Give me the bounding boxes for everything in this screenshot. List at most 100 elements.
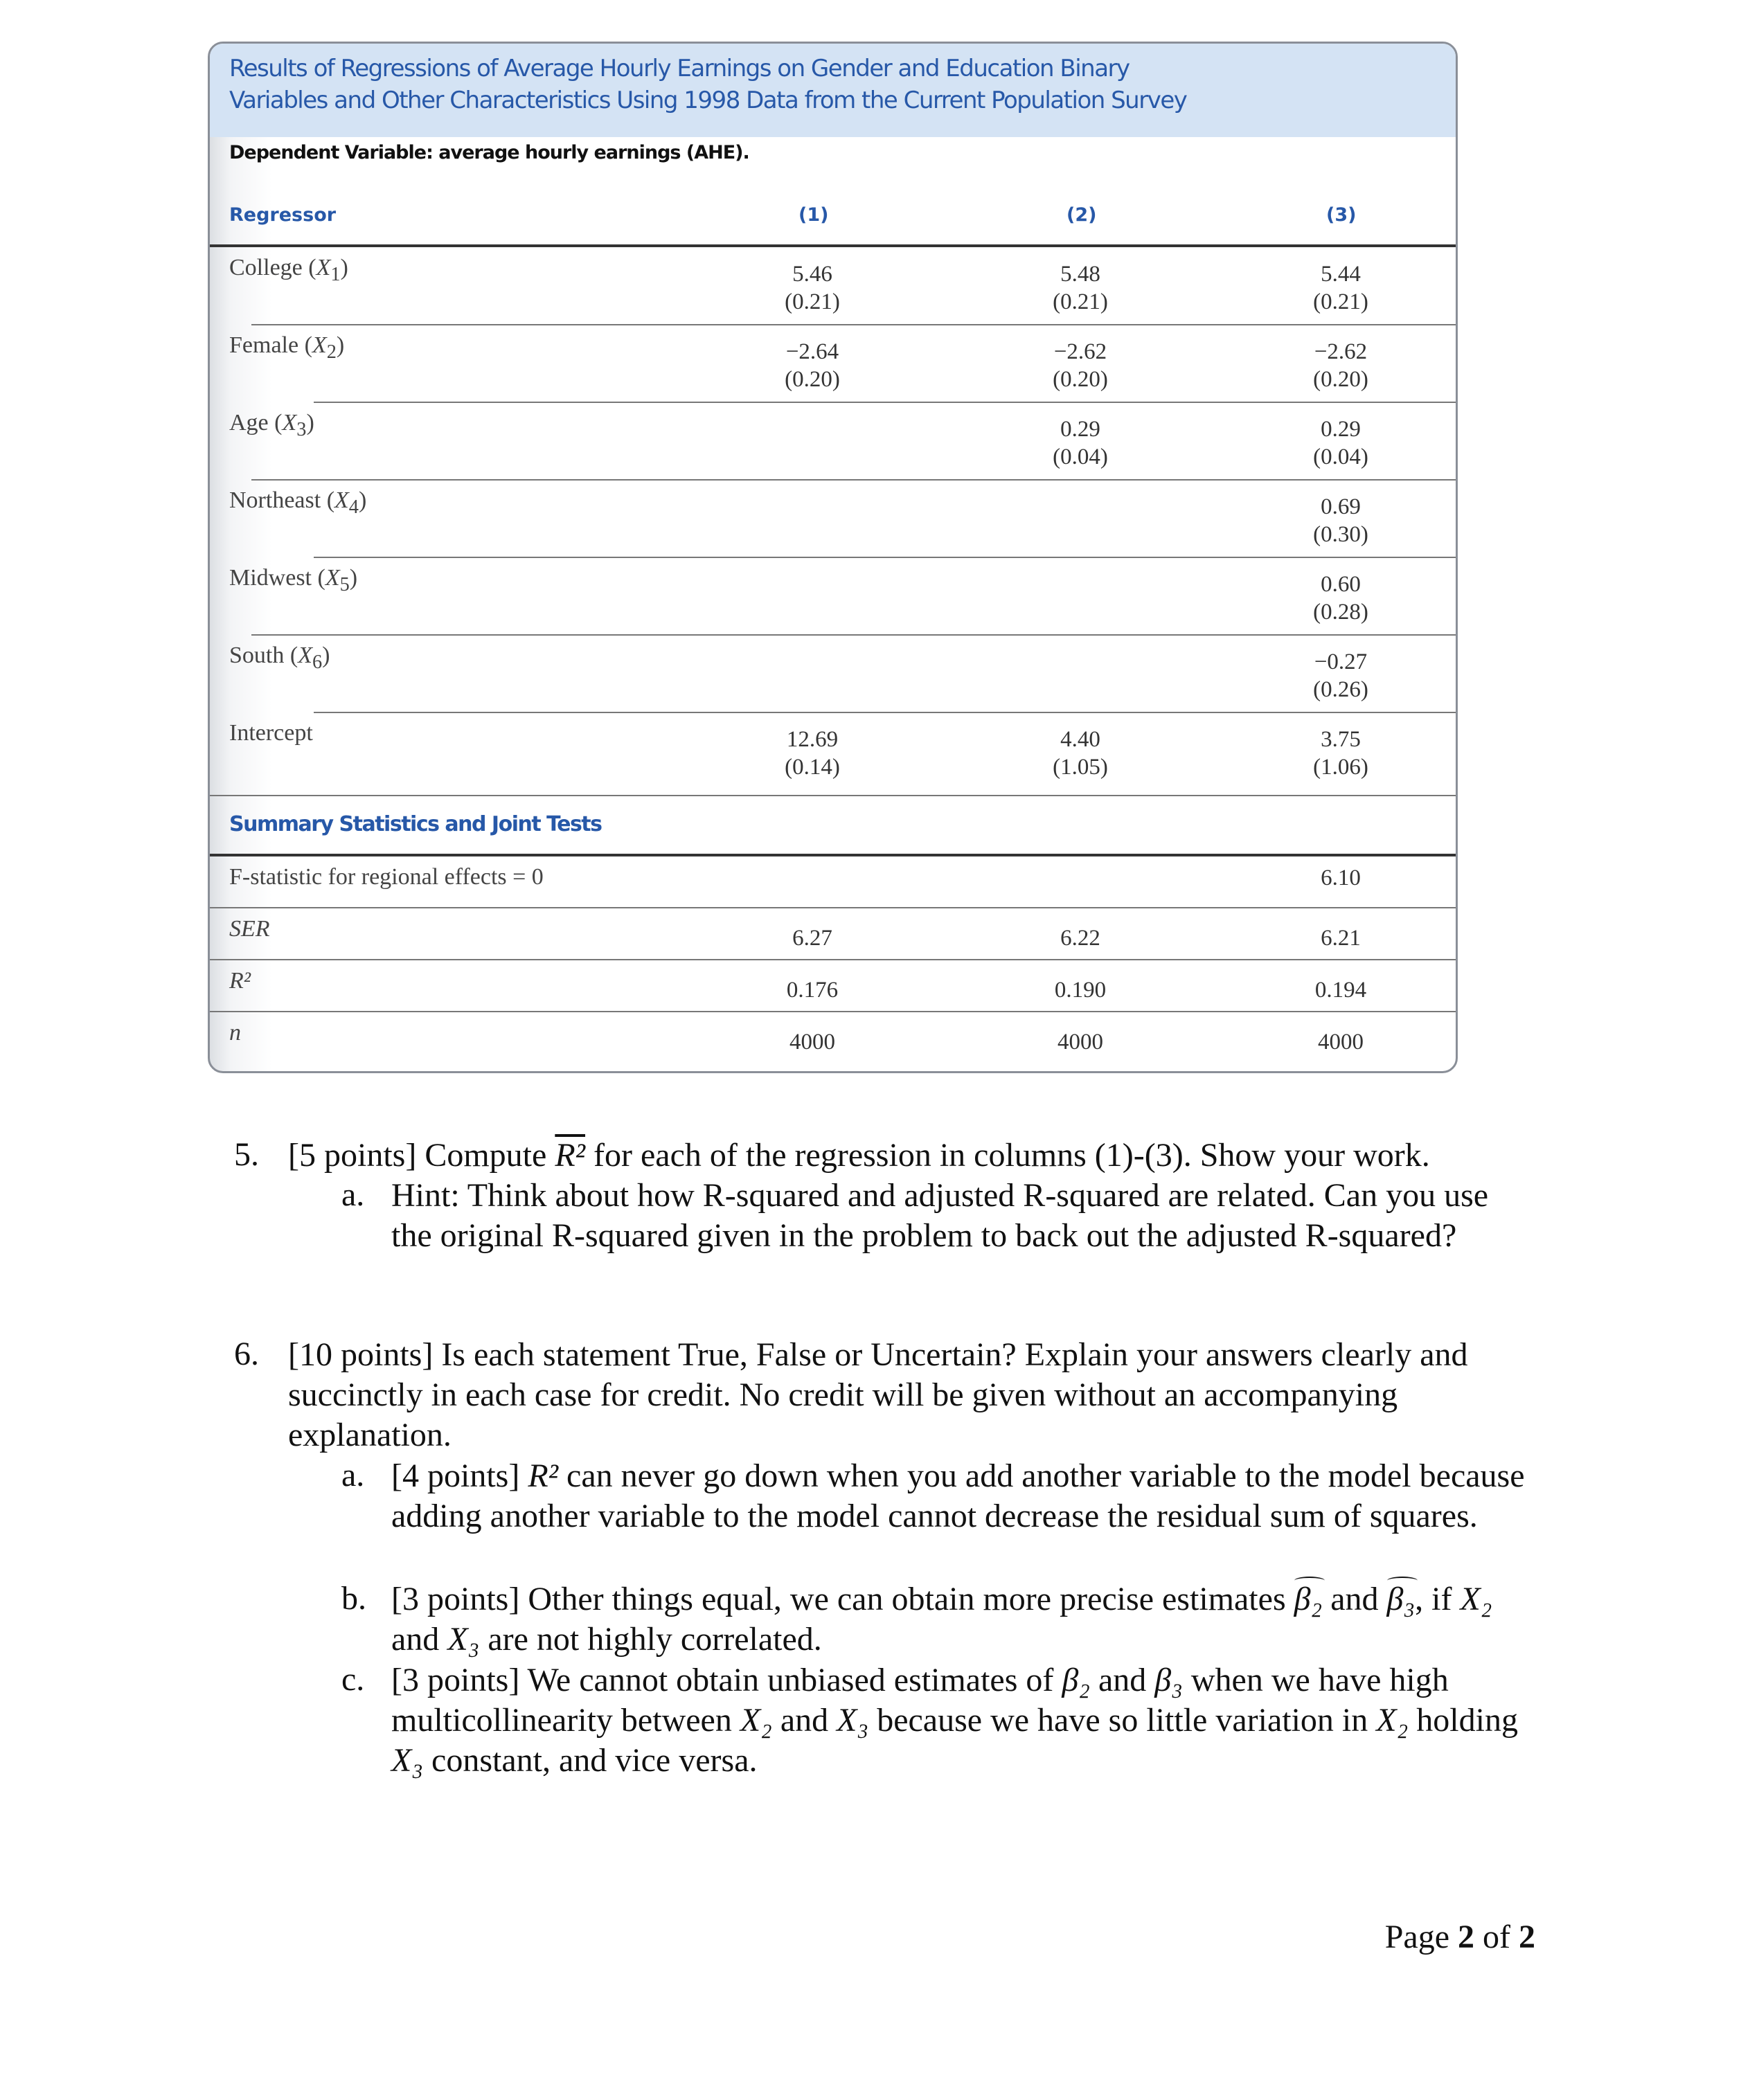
standard-error: (0.20) <box>1053 367 1108 392</box>
summary-rule <box>210 854 1456 856</box>
summary-value: 4000 <box>1318 1030 1364 1055</box>
coef-cell: −2.62 (0.20) <box>1011 338 1150 393</box>
q5a-text: Hint: Think about how R-squared and adju… <box>391 1177 1489 1254</box>
q6c-part: [3 points] We cannot obtain unbiased est… <box>391 1662 1062 1698</box>
row-label: Intercept <box>229 720 313 746</box>
page-of: of <box>1474 1919 1519 1955</box>
q6b-part: , if <box>1415 1581 1461 1617</box>
coefficient: 5.48 <box>1060 262 1100 287</box>
coefficient: 12.69 <box>786 727 839 752</box>
q6c-part: and <box>771 1702 837 1739</box>
row-var-sub: 3 <box>296 418 307 440</box>
standard-error: (0.04) <box>1053 445 1108 469</box>
standard-error: (0.21) <box>785 289 840 314</box>
summary-label: SER <box>229 916 270 942</box>
coef-cell: 0.69 (0.30) <box>1271 493 1410 548</box>
standard-error: (0.20) <box>1313 367 1368 392</box>
x3-math: X₃ <box>837 1702 869 1739</box>
summary-value: 0.190 <box>1054 978 1107 1003</box>
header-col3: (3) <box>1326 204 1357 226</box>
coefficient: 0.69 <box>1321 494 1361 519</box>
q5-text: [5 points] Compute R² for each of the re… <box>288 1136 1535 1176</box>
summary-value: 6.10 <box>1321 865 1361 890</box>
beta3-hat-math: β₃ <box>1386 1577 1418 1619</box>
summary-label: F-statistic for regional effects = 0 <box>229 864 544 890</box>
row-label-text: Intercept <box>229 720 313 746</box>
q5-text-a: [5 points] Compute <box>288 1137 555 1174</box>
q6c-part: because we have so little variation in <box>868 1702 1377 1739</box>
standard-error: (0.04) <box>1313 445 1368 469</box>
x2-math: X₂ <box>1376 1702 1409 1739</box>
row-divider <box>251 324 1456 325</box>
header-rule <box>210 244 1456 247</box>
standard-error: (1.05) <box>1053 755 1108 780</box>
q6b-text: [3 points] Other things equal, we can ob… <box>391 1577 1534 1660</box>
standard-error: (0.20) <box>785 367 840 392</box>
q6a-part: can never go down when you add another v… <box>391 1457 1525 1534</box>
row-divider <box>210 1011 1456 1012</box>
total-pages: 2 <box>1519 1919 1535 1955</box>
row-divider <box>210 795 1456 796</box>
summary-value: 0.194 <box>1314 978 1367 1003</box>
row-var-sub: 4 <box>348 496 359 518</box>
row-label-text: South <box>229 643 285 668</box>
row-label: College (X1) <box>229 255 348 285</box>
q6-number: 6. <box>234 1336 259 1372</box>
standard-error: (0.28) <box>1313 600 1368 625</box>
dependent-variable: Dependent Variable: average hourly earni… <box>229 142 750 163</box>
row-var-sub: 2 <box>326 341 337 363</box>
coefficient: −2.62 <box>1314 339 1368 364</box>
summary-title: Summary Statistics and Joint Tests <box>229 812 602 836</box>
q6c-part: holding <box>1408 1702 1518 1739</box>
coefficient: 0.29 <box>1060 417 1100 442</box>
summary-value: 6.27 <box>792 926 832 951</box>
q5a-letter: a. <box>341 1176 365 1213</box>
row-divider <box>251 479 1456 481</box>
table-title-band <box>210 44 1456 137</box>
q5-text-b: for each of the regression in columns (1… <box>585 1137 1430 1174</box>
q6b-part: and <box>1322 1581 1387 1617</box>
x2-math: X₂ <box>1460 1581 1492 1617</box>
row-label: South (X6) <box>229 643 330 673</box>
row-label: Northeast (X4) <box>229 487 367 518</box>
row-divider <box>314 557 1456 558</box>
x2-math: X₂ <box>740 1702 772 1739</box>
coef-cell: −2.64 (0.20) <box>743 338 882 393</box>
q6b-part: [3 points] Other things equal, we can ob… <box>391 1581 1294 1617</box>
row-var-sub: 1 <box>330 263 341 285</box>
page-number: Page 2 of 2 <box>1385 1918 1535 1956</box>
summary-value: 6.21 <box>1321 926 1361 951</box>
coef-cell: 5.48 (0.21) <box>1011 260 1150 316</box>
beta2-hat-math: β₂ <box>1294 1577 1325 1619</box>
q6b-part: are not highly correlated. <box>479 1621 822 1658</box>
q6c-part: constant, and vice versa. <box>423 1742 758 1779</box>
row-label-text: Age <box>229 410 269 436</box>
row-var-sub: 5 <box>339 573 350 595</box>
coef-cell: 5.46 (0.21) <box>743 260 882 316</box>
q6-text: [10 points] Is each statement True, Fals… <box>288 1336 1468 1453</box>
summary-value: 4000 <box>1057 1030 1103 1055</box>
table-title-line1: Results of Regressions of Average Hourly… <box>229 55 1130 82</box>
coefficient: −0.27 <box>1314 649 1368 674</box>
row-label-text: Midwest <box>229 565 312 591</box>
coef-cell: 0.29 (0.04) <box>1011 415 1150 471</box>
coefficient: 0.60 <box>1321 572 1361 597</box>
coef-cell: 0.60 (0.28) <box>1271 571 1410 626</box>
standard-error: (0.14) <box>785 755 840 780</box>
page-label: Page <box>1384 1919 1458 1955</box>
row-divider <box>314 402 1456 403</box>
r2-math: R² <box>528 1457 559 1494</box>
summary-label: R² <box>229 968 251 994</box>
coefficient: 5.44 <box>1321 262 1361 287</box>
header-col1: (1) <box>798 204 829 226</box>
current-page: 2 <box>1458 1919 1475 1955</box>
coefficient: 3.75 <box>1321 727 1361 752</box>
row-divider <box>210 907 1456 908</box>
row-label-text: Female <box>229 332 299 358</box>
x3-math: X₃ <box>447 1621 480 1658</box>
coefficient: 4.40 <box>1060 727 1100 752</box>
q5-number: 5. <box>234 1136 259 1173</box>
coefficient: 5.46 <box>792 262 832 287</box>
coef-cell: 3.75 (1.06) <box>1271 726 1410 781</box>
row-label-text: Northeast <box>229 487 321 513</box>
